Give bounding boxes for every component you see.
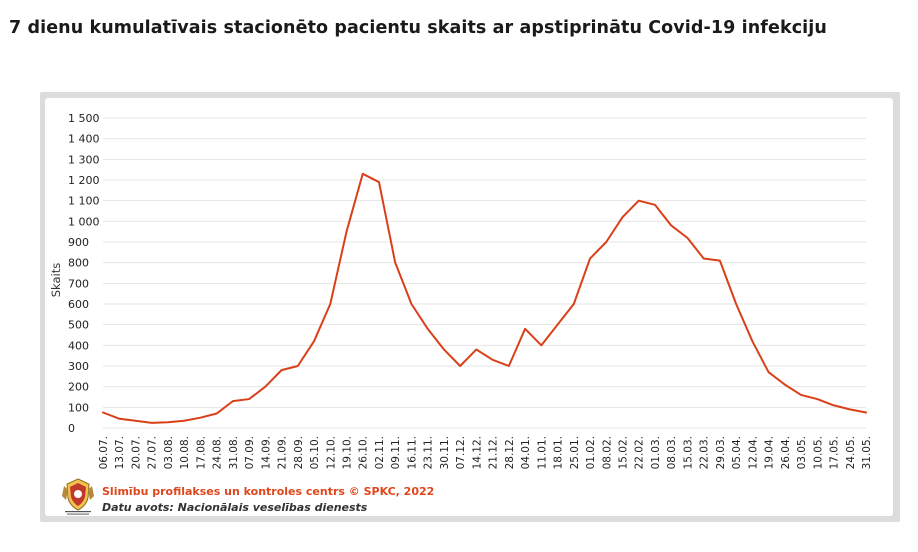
x-tick-label: 20.07. <box>130 436 142 469</box>
x-tick-label: 19.10. <box>342 436 354 469</box>
x-tick-label: 09.11. <box>390 436 402 469</box>
x-tick-label: 21.09. <box>277 436 289 469</box>
x-tick-label: 25.01. <box>569 436 581 469</box>
y-tick-label: 200 <box>68 381 89 394</box>
x-tick-label: 19.04. <box>764 436 776 469</box>
x-tick-label: 05.10. <box>309 436 321 469</box>
y-tick-label: 900 <box>68 236 89 249</box>
series-line-0 <box>102 172 867 424</box>
chart-card <box>45 98 893 516</box>
page-title: 7 dienu kumulatīvais stacionēto pacientu… <box>9 18 827 38</box>
y-axis-label: Skaits <box>49 263 63 298</box>
source-data: Datu avots: Nacionālais veselības dienes… <box>102 501 368 514</box>
x-tick-label: 30.11. <box>439 436 451 469</box>
x-tick-label: 01.02. <box>585 436 597 469</box>
x-tick-label: 24.05. <box>845 436 857 469</box>
x-tick-label: 31.08. <box>228 436 240 469</box>
x-tick-label: 17.08. <box>195 436 207 469</box>
x-tick-label: 10.08. <box>179 436 191 469</box>
x-tick-label: 05.04. <box>731 436 743 469</box>
x-tick-label: 10.05. <box>812 436 824 469</box>
x-tick-label: 24.08. <box>212 436 224 469</box>
x-tick-label: 28.12. <box>504 436 516 469</box>
x-tick-label: 21.12. <box>488 436 500 469</box>
x-tick-label: 14.12. <box>471 436 483 469</box>
x-tick-label: 07.09. <box>244 436 256 469</box>
y-tick-label: 300 <box>68 360 89 373</box>
x-tick-label: 15.02. <box>617 436 629 469</box>
x-tick-label: 01.03. <box>650 436 662 469</box>
x-tick-label: 31.05. <box>861 436 873 469</box>
x-tick-label: 02.11. <box>374 436 386 469</box>
x-tick-label: 26.10. <box>358 436 370 469</box>
y-tick-label: 800 <box>68 257 89 270</box>
source-org: Slimību profilakses un kontroles centrs … <box>102 485 435 498</box>
y-tick-label: 500 <box>68 319 89 332</box>
y-tick-label: 400 <box>68 339 89 352</box>
y-tick-label: 1 000 <box>68 215 100 228</box>
y-tick-label: 1 500 <box>68 112 100 125</box>
grid-lines <box>103 117 866 429</box>
x-tick-label: 26.04. <box>780 436 792 469</box>
y-tick-label: 0 <box>68 422 75 435</box>
x-tick-label: 07.12. <box>455 436 467 469</box>
y-tick-label: 1 200 <box>68 174 100 187</box>
y-tick-label: 100 <box>68 401 89 414</box>
x-tick-label: 11.01. <box>536 436 548 469</box>
x-tick-label: 06.07. <box>98 436 110 469</box>
x-tick-label: 13.07. <box>114 436 126 469</box>
y-tick-label: 1 400 <box>68 133 100 146</box>
y-tick-labels: 0 100 200 300 400 500 600 700 800 900 1 000 1 100 1 … <box>68 112 100 435</box>
x-tick-label: 08.03. <box>666 436 678 469</box>
y-tick-label: 1 100 <box>68 195 100 208</box>
y-tick-label: 1 300 <box>68 153 100 166</box>
y-tick-label: 600 <box>68 298 89 311</box>
series-layer <box>102 172 867 424</box>
x-tick-label: 22.03. <box>699 436 711 469</box>
x-tick-label: 15.03. <box>682 436 694 469</box>
x-tick-label: 12.10. <box>325 436 337 469</box>
x-tick-label: 17.05. <box>829 436 841 469</box>
y-tick-label: 700 <box>68 277 89 290</box>
x-tick-label: 03.05. <box>796 436 808 469</box>
x-tick-label: 08.02. <box>601 436 613 469</box>
x-tick-label: 28.09. <box>293 436 305 469</box>
spkc-logo-icon <box>62 478 94 515</box>
x-tick-label: 16.11. <box>406 436 418 469</box>
x-tick-labels: 06.07. 13.07. 20.07. 27.07. 03.08. 10.08. 17.0… <box>98 436 873 469</box>
x-tick-label: 29.03. <box>715 436 727 469</box>
x-tick-label: 23.11. <box>423 436 435 469</box>
x-tick-label: 12.04. <box>747 436 759 469</box>
x-tick-label: 18.01. <box>553 436 565 469</box>
x-tick-label: 03.08. <box>163 436 175 469</box>
x-tick-label: 27.07. <box>147 436 159 469</box>
x-tick-label: 14.09. <box>260 436 272 469</box>
x-tick-label: 22.02. <box>634 436 646 469</box>
x-tick-label: 04.01. <box>520 436 532 469</box>
